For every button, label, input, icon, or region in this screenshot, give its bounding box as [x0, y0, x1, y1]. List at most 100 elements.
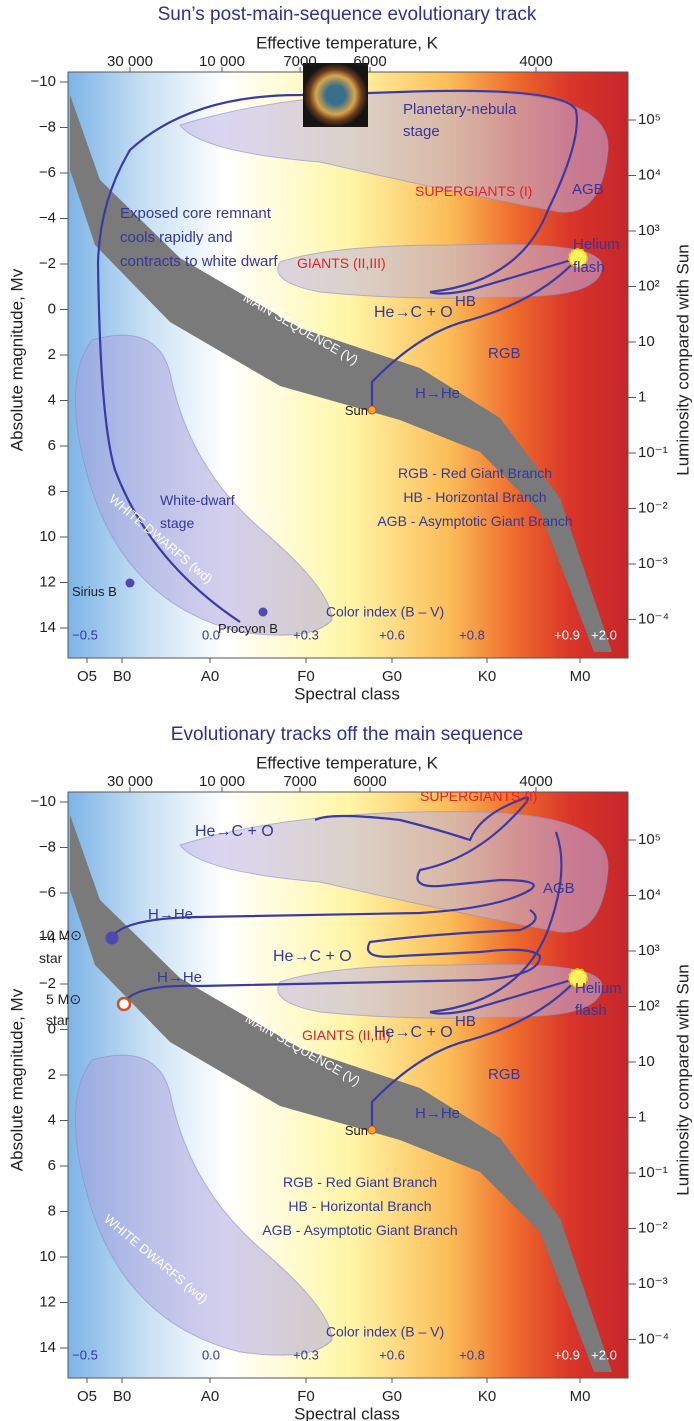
color-index-tick-label: 0.0	[202, 627, 220, 642]
annotation-line: Sun	[345, 403, 368, 418]
temperature-tick-label: 7000	[283, 773, 316, 790]
main-sequence-band	[70, 95, 612, 652]
annotation-line: Helium	[575, 980, 622, 997]
annotation: Helium flash	[575, 980, 622, 1019]
panel: Sun’s post-main-sequence evolutionary tr…	[7, 4, 692, 703]
annotation-line: HB	[455, 293, 476, 310]
luminosity-tick-label: 10³	[638, 222, 660, 239]
spectral-tick-label: O5	[77, 1388, 97, 1405]
annotation: Sun	[345, 1123, 368, 1138]
luminosity-tick-label: 10⁻²	[638, 1219, 668, 1236]
magnitude-tick-label: −2	[39, 975, 56, 992]
annotation: H→He	[415, 385, 460, 402]
annotation-line: stage	[160, 515, 194, 531]
annotation: Sun	[345, 403, 368, 418]
luminosity-tick-label: 1	[638, 388, 646, 405]
magnitude-tick-label: −4	[39, 209, 56, 226]
annotation: Procyon B	[218, 621, 278, 636]
annotation: GIANTS (II,III)	[302, 1027, 391, 1043]
color-index-tick-label: +0.3	[293, 627, 319, 642]
magnitude-tick-label: −4	[39, 929, 56, 946]
right-axis-label: Luminosity compared with Sun	[673, 244, 692, 476]
annotation-line: He→C + O	[273, 948, 352, 965]
spectral-tick-label: M0	[570, 668, 591, 685]
annotation-line: cools rapidly and	[120, 229, 233, 246]
luminosity-tick-label: 10⁻³	[638, 555, 668, 572]
magnitude-tick-label: 8	[48, 482, 56, 499]
annotation: He→C + O	[374, 304, 453, 321]
top-axis-label: Effective temperature, K	[256, 33, 439, 52]
left-axis-label: Absolute magnitude, Mv	[7, 268, 26, 451]
magnitude-tick-label: −8	[39, 838, 56, 855]
annotation-line: He→C + O	[374, 1024, 453, 1041]
annotation-line: RGB	[488, 1066, 521, 1083]
annotation: Planetary-nebula stage	[403, 101, 517, 140]
star-5-dot	[116, 996, 132, 1012]
annotation-line: AGB - Asymptotic Giant Branch	[377, 513, 572, 529]
magnitude-tick-label: 10	[39, 1248, 56, 1265]
annotation-line: White-dwarf	[160, 492, 235, 508]
helium-flash	[568, 248, 588, 268]
annotation-line: Exposed core remnant	[120, 205, 272, 222]
annotation: H→He	[157, 969, 202, 986]
annotation-line: AGB	[572, 181, 604, 198]
annotation-line: HB	[455, 1013, 476, 1030]
annotation: Exposed core remnant cools rapidly and con…	[120, 205, 278, 270]
temperature-tick-label: 10 000	[199, 53, 245, 70]
color-index-tick-label: +0.8	[459, 1347, 485, 1362]
temperature-tick-label: 4000	[519, 773, 552, 790]
color-index-tick-label: +0.6	[379, 1347, 405, 1362]
annotation: RGB - Red Giant Branch HB - Horizontal Br…	[377, 465, 572, 529]
giants-region	[277, 963, 603, 1019]
annotation-line: Helium	[573, 236, 620, 253]
evolution-track	[370, 975, 582, 1126]
luminosity-tick-label: 10⁵	[638, 111, 661, 128]
color-index-tick-label: +2.0	[591, 627, 617, 642]
annotation: SUPERGIANTS (I)	[420, 788, 537, 804]
white-dwarf-region	[74, 1054, 333, 1356]
color-index-tick-label: +0.9	[554, 627, 580, 642]
magnitude-tick-label: 2	[48, 346, 56, 363]
left-axis-label: Absolute magnitude, Mv	[7, 988, 26, 1171]
helium-flash	[568, 968, 588, 988]
annotation: GIANTS (II,III)	[297, 255, 386, 271]
annotation-line: GIANTS (II,III)	[297, 255, 386, 271]
evolution-track	[96, 89, 578, 623]
evolution-track	[111, 796, 535, 938]
temperature-tick-label: 4000	[519, 53, 552, 70]
magnitude-tick-label: 14	[39, 1339, 56, 1356]
spectral-tick-label: A0	[201, 1388, 219, 1405]
annotation-line: He→C + O	[195, 823, 274, 840]
magnitude-tick-label: −8	[39, 118, 56, 135]
annotation-line: H→He	[415, 385, 460, 402]
spectral-tick-label: K0	[478, 668, 496, 685]
nebula-image	[303, 63, 368, 127]
luminosity-tick-label: 10	[638, 1053, 655, 1070]
annotation: H→He	[148, 906, 193, 923]
right-axis-label: Luminosity compared with Sun	[673, 964, 692, 1196]
spectral-tick-label: F0	[297, 668, 315, 685]
spectral-tick-label: O5	[77, 668, 97, 685]
annotation-line: RGB - Red Giant Branch	[398, 465, 552, 481]
annotation: He→C + O	[195, 823, 274, 840]
spectral-tick-label: M0	[570, 1388, 591, 1405]
annotation-line: flash	[575, 1002, 607, 1019]
annotation-line: GIANTS (II,III)	[302, 1027, 391, 1043]
annotation-line: He→C + O	[374, 304, 453, 321]
temperature-tick-label: 30 000	[107, 773, 153, 790]
bottom-axis-label: Spectral class	[294, 684, 400, 703]
magnitude-tick-label: 12	[39, 573, 56, 590]
temperature-tick-label: 10 000	[199, 773, 245, 790]
color-index-label: Color index (B – V)	[326, 604, 444, 620]
sirius-b-dot	[125, 578, 135, 588]
color-index-label: Color index (B – V)	[326, 1324, 444, 1340]
annotation-line: 10 M⊙	[39, 927, 82, 943]
annotation: White-dwarf stage	[160, 492, 235, 531]
annotation-line: RGB - Red Giant Branch	[283, 1174, 437, 1190]
annotation: He→C + O	[374, 1024, 453, 1041]
annotation-line: contracts to white dwarf	[120, 253, 278, 270]
magnitude-tick-label: −6	[39, 884, 56, 901]
luminosity-tick-label: 10³	[638, 942, 660, 959]
